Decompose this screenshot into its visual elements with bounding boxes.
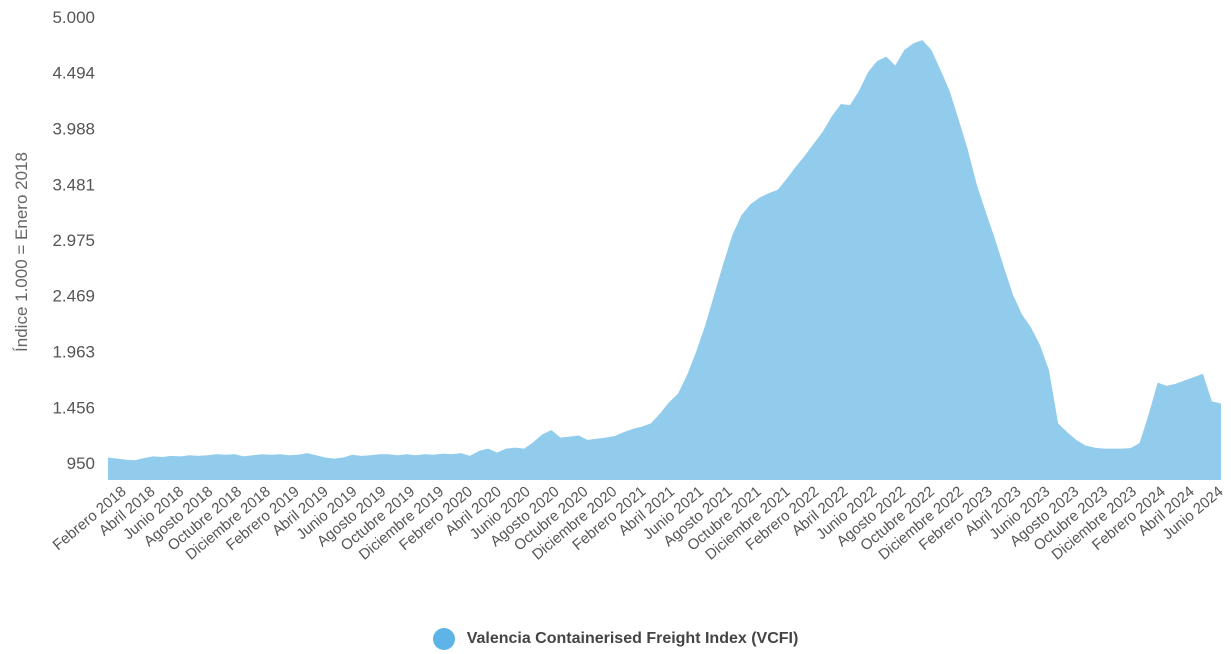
y-tick-label: 2.469 <box>52 287 95 306</box>
legend-label: Valencia Containerised Freight Index (VC… <box>466 630 799 647</box>
y-tick-label: 3.988 <box>52 119 95 138</box>
y-tick-label: 5.000 <box>52 8 95 27</box>
y-tick-label: 1.456 <box>52 398 95 417</box>
legend: Valencia Containerised Freight Index (VC… <box>0 628 1231 650</box>
y-axis-ticks: 950 1.456 1.963 2.469 2.975 3.481 3.988 4.494 5.… <box>52 8 95 473</box>
y-tick-label: 4.494 <box>52 64 95 83</box>
series-area-vcfi <box>108 40 1221 480</box>
y-tick-label: 2.975 <box>52 231 95 250</box>
chart-area: 950 1.456 1.963 2.469 2.975 3.481 3.988 4.494 5.… <box>12 8 1227 564</box>
y-tick-label: 1.963 <box>52 342 95 361</box>
y-tick-label: 3.481 <box>52 175 95 194</box>
area-series <box>108 40 1221 480</box>
legend-marker <box>432 628 455 650</box>
y-axis-title: Índice 1.000 = Enero 2018 <box>12 152 31 352</box>
y-tick-label: 950 <box>67 454 95 473</box>
